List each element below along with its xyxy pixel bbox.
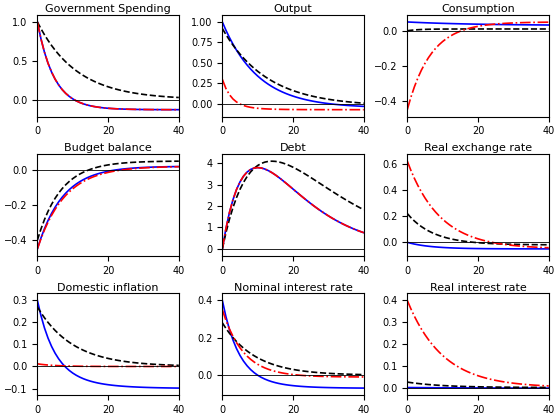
Title: Real exchange rate: Real exchange rate xyxy=(424,143,532,153)
Title: Domestic inflation: Domestic inflation xyxy=(58,282,159,292)
Title: Real interest rate: Real interest rate xyxy=(430,282,527,292)
Title: Output: Output xyxy=(274,4,312,14)
Title: Debt: Debt xyxy=(280,143,306,153)
Title: Consumption: Consumption xyxy=(441,4,515,14)
Title: Budget balance: Budget balance xyxy=(64,143,152,153)
Title: Nominal interest rate: Nominal interest rate xyxy=(234,282,353,292)
Title: Government Spending: Government Spending xyxy=(45,4,171,14)
